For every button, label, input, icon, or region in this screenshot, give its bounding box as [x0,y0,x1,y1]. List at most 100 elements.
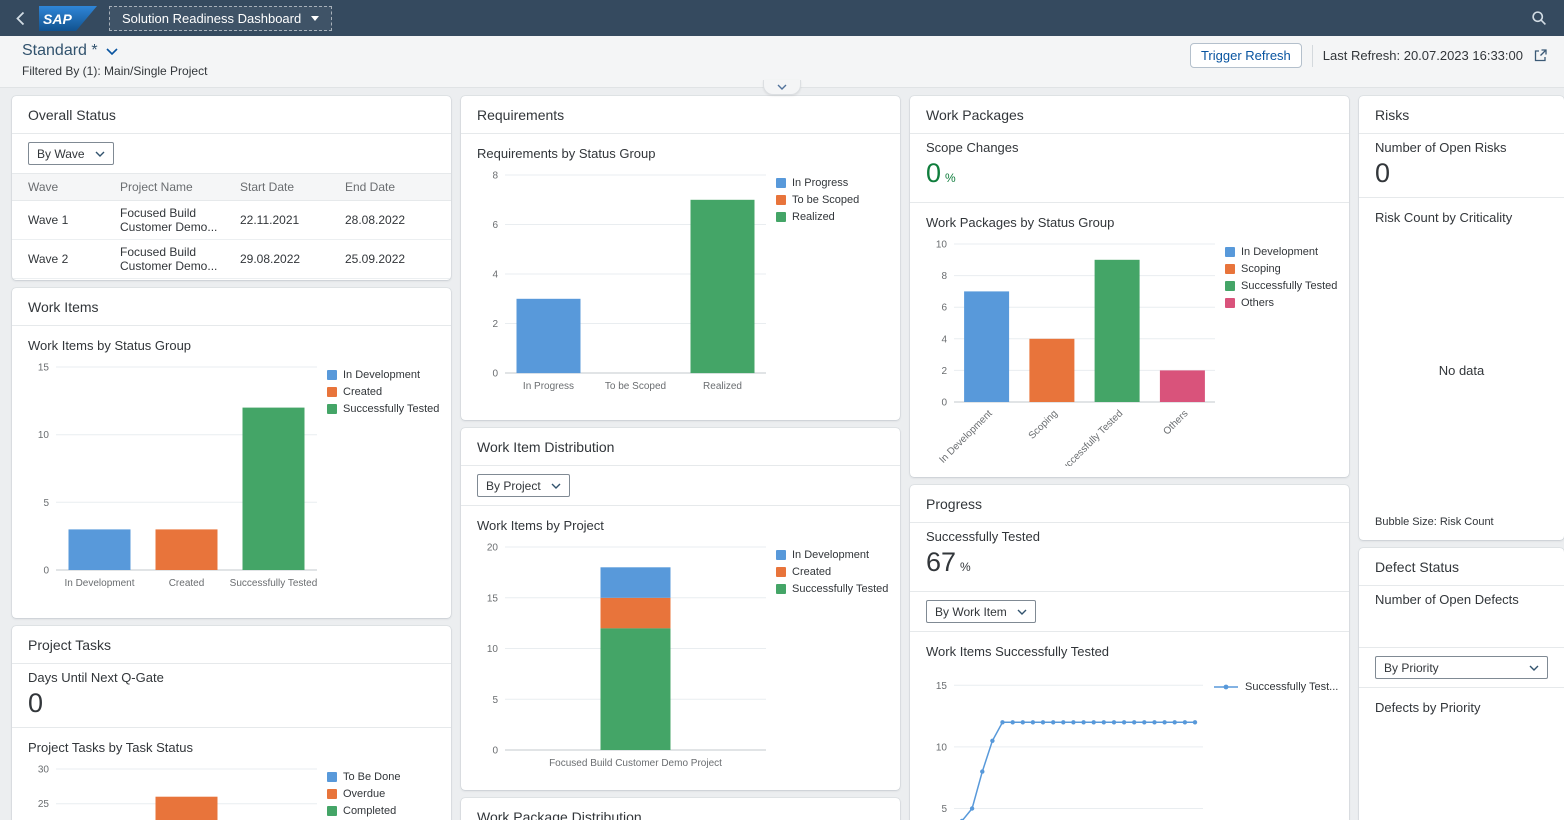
chart-title: Requirements by Status Group [461,134,900,167]
table-row[interactable]: Wave 2Focused Build Customer Demo...29.0… [12,240,451,279]
svg-text:Successfully Tested: Successfully Tested [1055,408,1125,466]
by-priority-select[interactable]: By Priority [1375,656,1548,679]
svg-text:8: 8 [492,171,498,182]
card-title: Work Item Distribution [477,439,614,455]
kpi-value: 0 [28,688,43,719]
chart-title: Work Items by Project [461,506,900,539]
variant-block: Standard * Filtered By (1): Main/Single … [22,42,207,87]
chart-title: Defects by Priority [1359,688,1564,721]
card-project-tasks: Project Tasks Days Until Next Q-Gate 0 P… [12,626,451,820]
svg-text:30: 30 [38,765,50,776]
card-title: Work Packages [926,107,1024,123]
search-icon [1531,10,1547,26]
svg-text:25: 25 [38,799,50,810]
shell-bar: SAP Solution Readiness Dashboard [0,0,1564,36]
no-data-text: No data [1359,231,1564,510]
card-title: Work Items [28,299,99,315]
app-title-menu[interactable]: Solution Readiness Dashboard [109,6,332,31]
svg-text:Created: Created [169,578,205,589]
header-actions: Trigger Refresh Last Refresh: 20.07.2023… [1190,42,1548,87]
page-header: Standard * Filtered By (1): Main/Single … [0,36,1564,88]
card-title: Work Package Distribution [477,809,642,820]
back-button[interactable] [14,9,27,28]
column-1: Overall Status By Wave WaveProject NameS… [12,96,451,820]
kpi-label: Scope Changes [926,140,1333,155]
work-items-successfully-tested-chart[interactable]: 51015 [918,665,1211,820]
bubble-size-footnote: Bubble Size: Risk Count [1359,510,1564,540]
chart-legend: In DevelopmentCreatedSuccessfully Tested [774,539,892,595]
work-packages-by-status-chart[interactable]: 0246810In DevelopmentScopingSuccessfully… [918,236,1223,466]
svg-text:Realized: Realized [703,381,742,392]
svg-text:4: 4 [941,334,947,345]
chevron-down-icon [1017,609,1027,615]
chart-title: Work Packages by Status Group [910,203,1349,236]
chart-title: Work Items Successfully Tested [910,632,1349,665]
filtered-by-link[interactable]: Filtered By (1): Main/Single Project [22,64,207,78]
chevron-down-icon [551,483,561,489]
svg-text:4: 4 [492,270,498,281]
chart-legend: In DevelopmentCreatedSuccessfully Tested [325,359,443,415]
project-tasks-by-status-chart[interactable]: 051015202530To Be DoneOverdueCompleted [20,761,325,820]
open-external-button[interactable] [1533,43,1548,66]
svg-text:2: 2 [492,319,498,330]
chart-title: Risk Count by Criticality [1359,198,1564,231]
svg-text:15: 15 [487,593,499,604]
caret-down-icon [311,16,319,21]
kpi-label: Number of Open Defects [1375,592,1548,607]
card-title: Progress [926,496,982,512]
chevron-down-icon [1529,665,1539,671]
search-button[interactable] [1528,7,1550,29]
card-title: Defect Status [1375,559,1459,575]
kpi-unit: % [945,163,956,194]
svg-text:10: 10 [38,430,50,441]
app-title: Solution Readiness Dashboard [122,11,301,26]
svg-text:0: 0 [941,398,947,409]
chart-legend: In DevelopmentScopingSuccessfully Tested… [1223,236,1341,309]
svg-text:6: 6 [941,303,947,314]
svg-text:Scoping: Scoping [1027,408,1060,441]
svg-text:10: 10 [936,240,948,251]
chevron-left-icon [16,11,25,26]
svg-text:SAP: SAP [43,11,72,27]
work-items-by-project-chart[interactable]: 05101520Focused Build Customer Demo Proj… [469,539,774,774]
chevron-down-icon [777,84,787,90]
by-project-select[interactable]: By Project [477,474,570,497]
svg-text:In Development: In Development [937,408,994,465]
svg-text:0: 0 [492,746,498,757]
work-items-by-status-chart[interactable]: 051015In DevelopmentCreatedSuccessfully … [20,359,325,594]
kpi-label: Number of Open Risks [1375,140,1548,155]
kpi-value: 67 [926,547,956,578]
collapse-header-button[interactable] [763,80,801,95]
card-title: Risks [1375,107,1409,123]
column-3: Work Packages Scope Changes 0 % Work Pac… [910,96,1349,820]
kpi-unit: % [960,552,971,583]
chart-legend: In ProgressTo be ScopedRealized [774,167,892,223]
card-progress: Progress Successfully Tested 67 % By Wor… [910,485,1349,820]
card-title: Overall Status [28,107,116,123]
card-work-items: Work Items Work Items by Status Group 05… [12,288,451,618]
column-2: Requirements Requirements by Status Grou… [461,96,900,820]
kpi-value: 0 [1375,158,1390,189]
svg-text:5: 5 [43,498,49,509]
trigger-refresh-button[interactable]: Trigger Refresh [1190,43,1302,68]
svg-text:In Development: In Development [64,578,134,589]
variant-selector[interactable]: Standard * [22,42,207,60]
by-work-item-select[interactable]: By Work Item [926,600,1036,623]
requirements-by-status-chart[interactable]: 02468In ProgressTo be ScopedRealized [469,167,774,397]
card-defect-status: Defect Status Number of Open Defects By … [1359,548,1564,820]
svg-text:2: 2 [941,366,947,377]
svg-text:Others: Others [1161,408,1190,437]
kpi-value: 0 [926,158,941,189]
svg-text:Successfully Tested: Successfully Tested [230,578,318,589]
by-wave-select[interactable]: By Wave [28,142,114,165]
svg-text:15: 15 [38,363,50,374]
chevron-down-icon [95,151,105,157]
external-link-icon [1533,48,1548,63]
sap-logo-icon: SAP [39,6,97,31]
card-work-packages: Work Packages Scope Changes 0 % Work Pac… [910,96,1349,477]
dashboard-content: Overall Status By Wave WaveProject NameS… [0,88,1564,820]
card-title: Project Tasks [28,637,111,653]
card-work-package-distribution: Work Package Distribution [461,798,900,820]
variant-title: Standard * [22,42,98,60]
table-row[interactable]: Wave 1Focused Build Customer Demo...22.1… [12,201,451,240]
